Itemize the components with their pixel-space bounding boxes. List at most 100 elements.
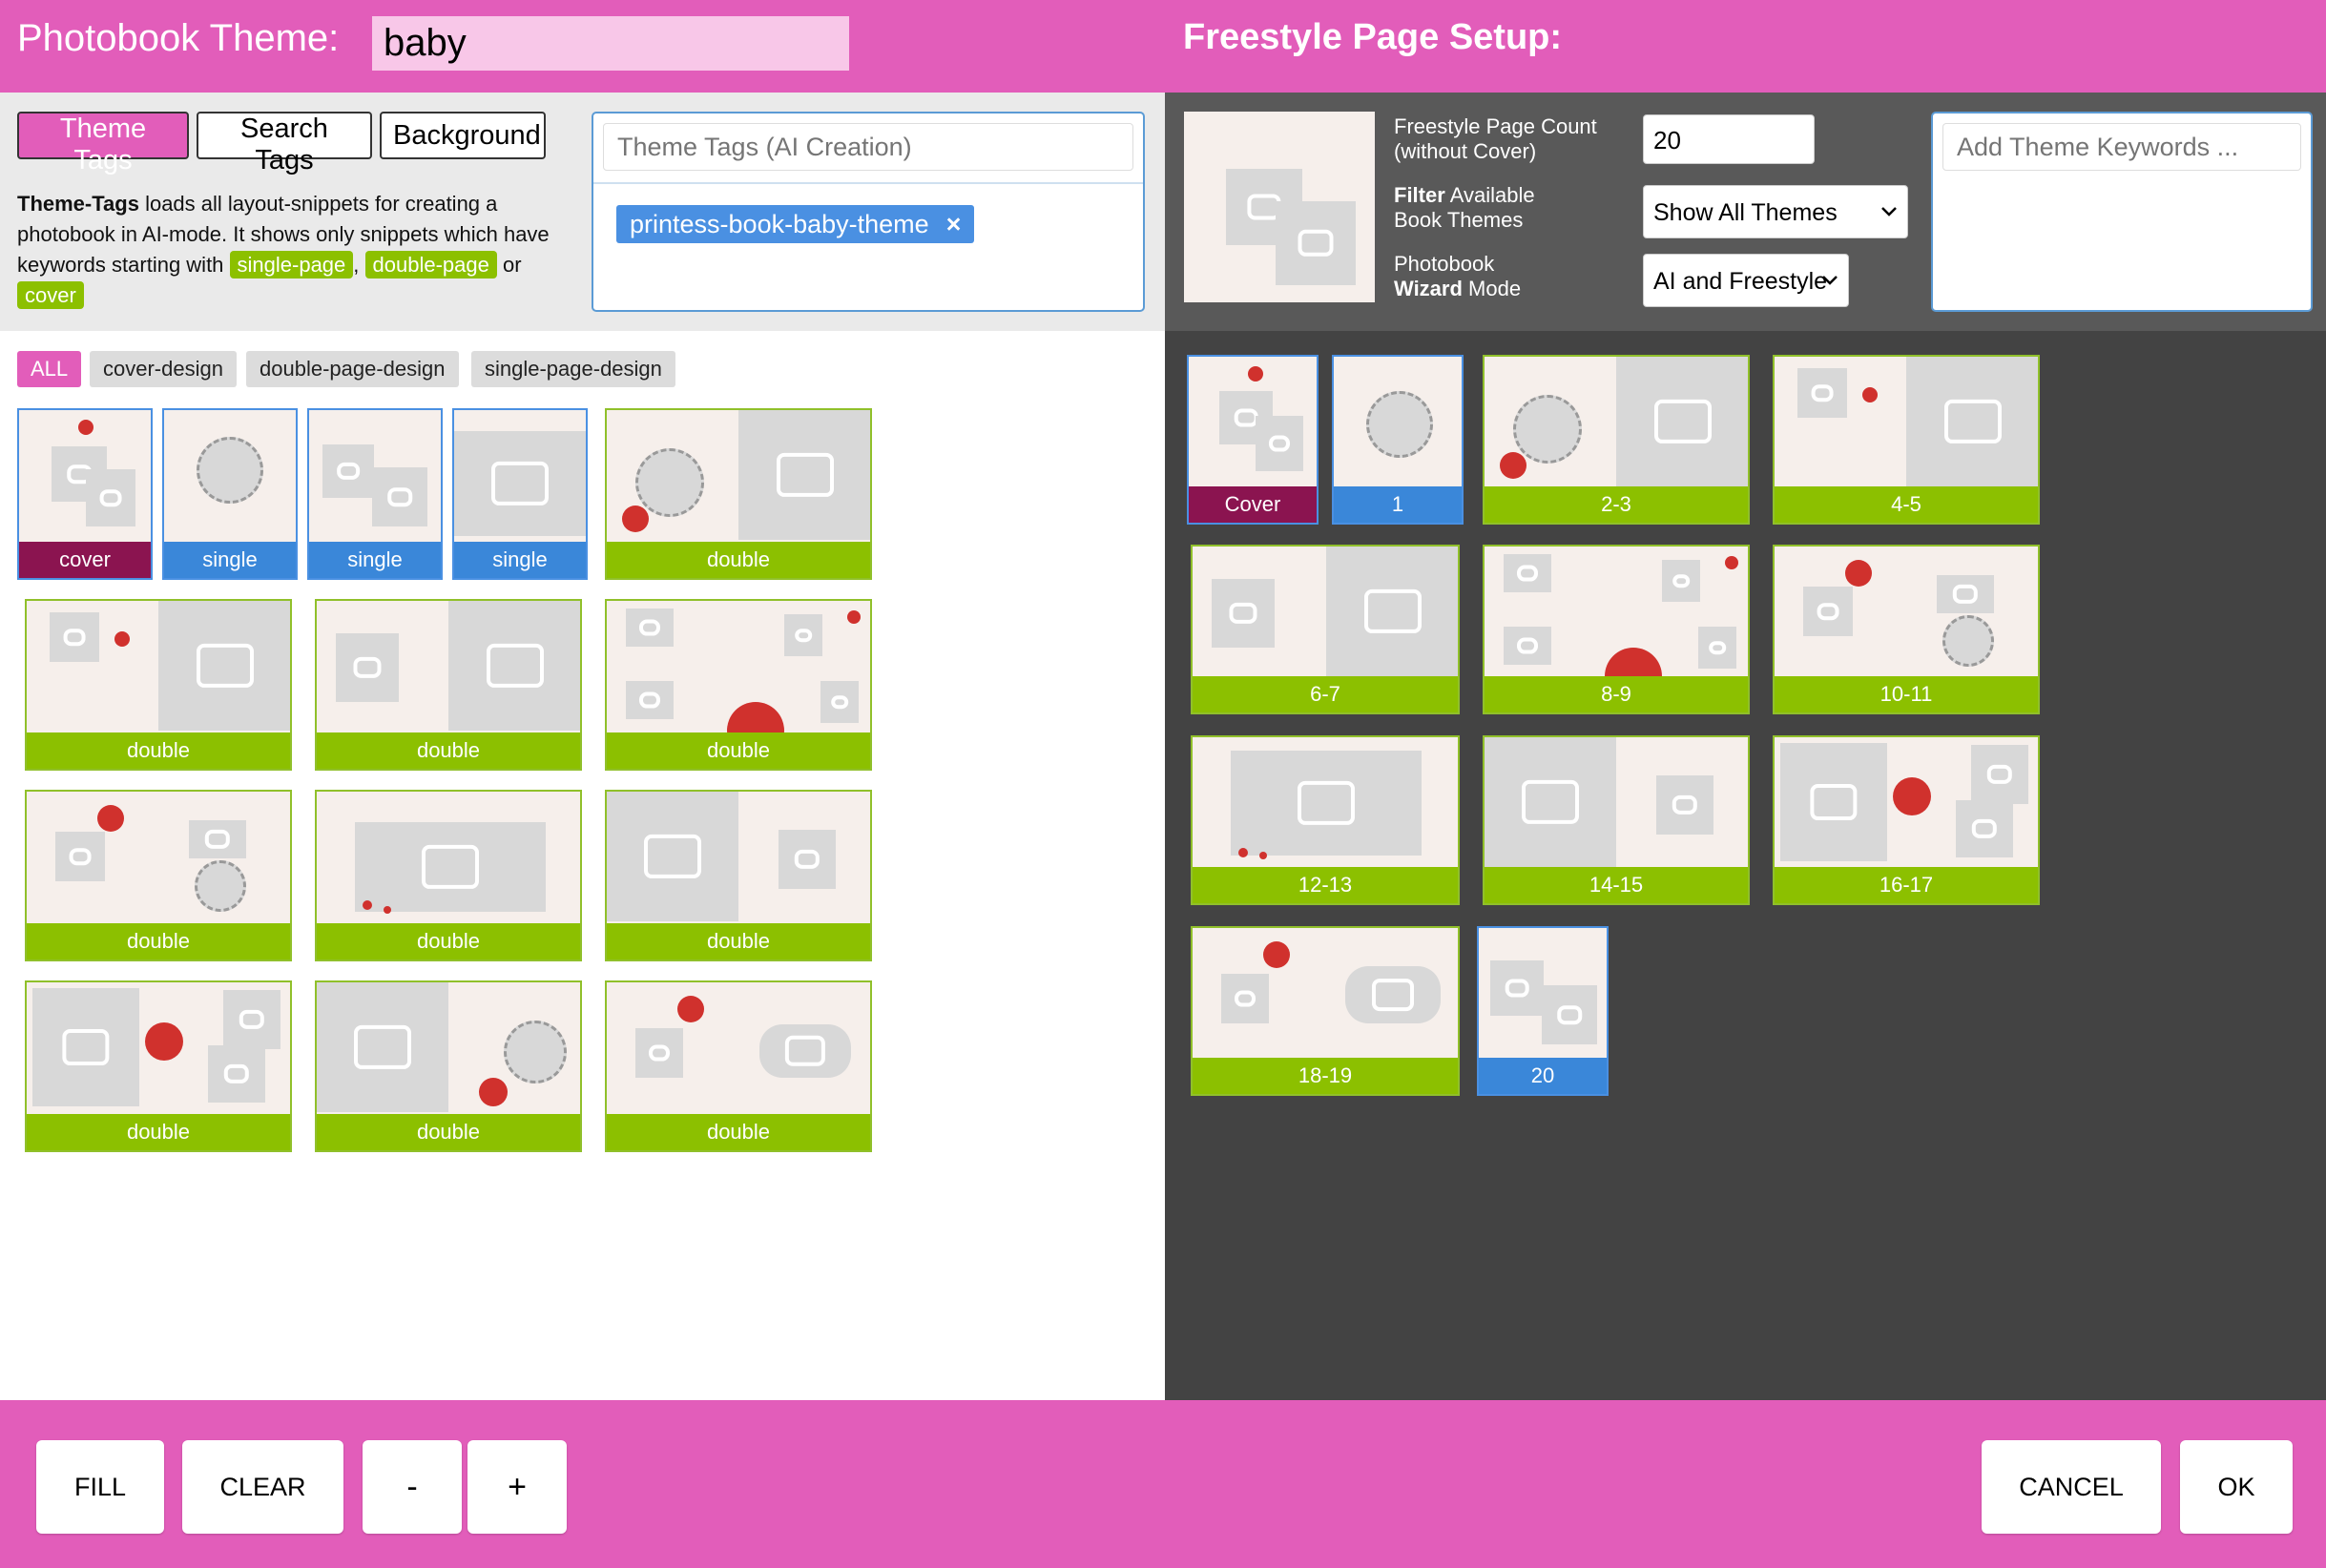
tab-background[interactable]: Background bbox=[380, 112, 546, 159]
page-thumbnail[interactable]: 2-3 bbox=[1483, 355, 1750, 525]
page-thumbnail[interactable]: 4-5 bbox=[1773, 355, 2040, 525]
photo-placeholder bbox=[1971, 745, 2028, 804]
snippet-thumbnail[interactable]: double bbox=[605, 408, 872, 580]
photo-placeholder bbox=[1276, 201, 1356, 285]
circle-photo bbox=[635, 448, 704, 517]
filter-single-page-design[interactable]: single-page-design bbox=[471, 351, 675, 387]
snippet-thumbnail[interactable]: cover bbox=[17, 408, 153, 580]
page-label: 4-5 bbox=[1775, 486, 2038, 523]
photo-placeholder bbox=[55, 832, 105, 881]
photo-placeholder bbox=[223, 990, 280, 1049]
tab-search-tags[interactable]: Search Tags bbox=[197, 112, 372, 175]
tag-remove-icon[interactable]: × bbox=[945, 210, 962, 238]
theme-input[interactable] bbox=[372, 16, 849, 71]
page-label: 14-15 bbox=[1485, 867, 1748, 903]
theme-keywords-input[interactable] bbox=[1942, 123, 2301, 171]
circle-photo bbox=[504, 1021, 567, 1083]
snippet-label: double bbox=[27, 1114, 290, 1150]
circle-photo bbox=[197, 437, 263, 504]
page-count-label-line1: Freestyle Page Count bbox=[1394, 114, 1597, 138]
page-thumbnail[interactable]: 10-11 bbox=[1773, 545, 2040, 714]
page-thumbnail[interactable]: 18-19 bbox=[1191, 926, 1460, 1096]
snippet-thumbnail[interactable]: single bbox=[162, 408, 298, 580]
snippet-thumbnail[interactable]: double bbox=[605, 599, 872, 771]
snippet-label: single bbox=[309, 542, 441, 578]
photo-placeholder bbox=[86, 469, 135, 526]
cloud-photo bbox=[189, 820, 246, 858]
decor-dot bbox=[1238, 848, 1248, 857]
photo-placeholder bbox=[1616, 357, 1748, 486]
filter-all[interactable]: ALL bbox=[17, 351, 82, 387]
ok-button[interactable]: OK bbox=[2180, 1440, 2293, 1534]
snippet-thumbnail[interactable]: double bbox=[605, 980, 872, 1152]
snippet-label: double bbox=[607, 923, 870, 959]
photo-placeholder bbox=[1504, 554, 1551, 592]
decor-dot bbox=[78, 420, 93, 435]
photo-placeholder bbox=[1490, 960, 1544, 1016]
keyword-double-page: double-page bbox=[364, 251, 497, 279]
page-thumbnail[interactable]: 8-9 bbox=[1483, 545, 1750, 714]
photo-placeholder bbox=[1256, 416, 1303, 471]
page-thumbnail[interactable]: 1 bbox=[1332, 355, 1464, 525]
photo-placeholder bbox=[607, 792, 738, 921]
page-thumbnail[interactable]: 14-15 bbox=[1483, 735, 1750, 905]
snippet-thumbnail[interactable]: double bbox=[25, 790, 292, 961]
page-thumbnail[interactable]: 12-13 bbox=[1191, 735, 1460, 905]
keyword-cover: cover bbox=[17, 281, 84, 309]
chevron-down-icon bbox=[1822, 276, 1838, 285]
filter-cover-design[interactable]: cover-design bbox=[90, 351, 237, 387]
snippet-label: double bbox=[27, 923, 290, 959]
photo-placeholder bbox=[355, 822, 546, 912]
increment-button[interactable]: + bbox=[467, 1440, 567, 1534]
tagbox-divider bbox=[593, 182, 1143, 184]
tab-theme-tags[interactable]: Theme Tags bbox=[17, 112, 189, 175]
fill-button[interactable]: FILL bbox=[36, 1440, 164, 1534]
filter-double-page-design[interactable]: double-page-design bbox=[246, 351, 459, 387]
wizard-mode-label: Photobook Wizard Mode bbox=[1394, 252, 1521, 301]
photo-placeholder bbox=[208, 1045, 265, 1103]
decor-dot bbox=[384, 906, 391, 914]
tag-chip-label: printess-book-baby-theme bbox=[630, 210, 929, 238]
photo-placeholder bbox=[1231, 751, 1422, 856]
photo-placeholder bbox=[738, 410, 870, 540]
page-thumbnail[interactable]: Cover bbox=[1187, 355, 1319, 525]
photo-placeholder bbox=[372, 467, 427, 526]
snippet-label: double bbox=[317, 923, 580, 959]
snippet-thumbnail[interactable]: double bbox=[315, 980, 582, 1152]
theme-tags-input[interactable] bbox=[603, 123, 1133, 171]
page-thumbnail[interactable]: 16-17 bbox=[1773, 735, 2040, 905]
snippet-thumbnail[interactable]: double bbox=[315, 599, 582, 771]
theme-filter-value: Show All Themes bbox=[1653, 199, 1838, 226]
snippet-thumbnail[interactable]: double bbox=[605, 790, 872, 961]
wizard-mode-select[interactable]: AI and Freestyle bbox=[1643, 254, 1849, 307]
snippet-thumbnail[interactable]: double bbox=[315, 790, 582, 961]
page-count-input[interactable]: 20 bbox=[1643, 114, 1815, 164]
snippet-thumbnail[interactable]: double bbox=[25, 980, 292, 1152]
decor-dot bbox=[1862, 387, 1878, 402]
tag-chip: printess-book-baby-theme × bbox=[616, 205, 975, 243]
snippet-thumbnail[interactable]: single bbox=[307, 408, 443, 580]
snippet-label: single bbox=[454, 542, 586, 578]
page-label: 10-11 bbox=[1775, 676, 2038, 712]
snippet-thumbnail[interactable]: single bbox=[452, 408, 588, 580]
top-bar bbox=[0, 0, 2326, 93]
cancel-button[interactable]: CANCEL bbox=[1982, 1440, 2161, 1534]
decor-dot bbox=[1500, 452, 1526, 479]
theme-filter-select[interactable]: Show All Themes bbox=[1643, 185, 1908, 238]
cloud-photo bbox=[1937, 575, 1994, 613]
chevron-down-icon bbox=[1881, 207, 1897, 217]
snippet-thumbnail[interactable]: double bbox=[25, 599, 292, 771]
photo-placeholder bbox=[1803, 587, 1853, 636]
photo-placeholder bbox=[1504, 627, 1551, 665]
wizard-label-line1: Photobook bbox=[1394, 252, 1495, 276]
photo-placeholder bbox=[448, 601, 580, 731]
clear-button[interactable]: CLEAR bbox=[182, 1440, 343, 1534]
photo-placeholder bbox=[820, 681, 859, 723]
page-label: 1 bbox=[1334, 486, 1462, 523]
decrement-button[interactable]: - bbox=[363, 1440, 462, 1534]
circle-photo bbox=[1513, 395, 1582, 464]
filter-label-rest: Available bbox=[1444, 183, 1535, 207]
description-or: or bbox=[496, 253, 522, 277]
page-thumbnail[interactable]: 20 bbox=[1477, 926, 1609, 1096]
page-thumbnail[interactable]: 6-7 bbox=[1191, 545, 1460, 714]
